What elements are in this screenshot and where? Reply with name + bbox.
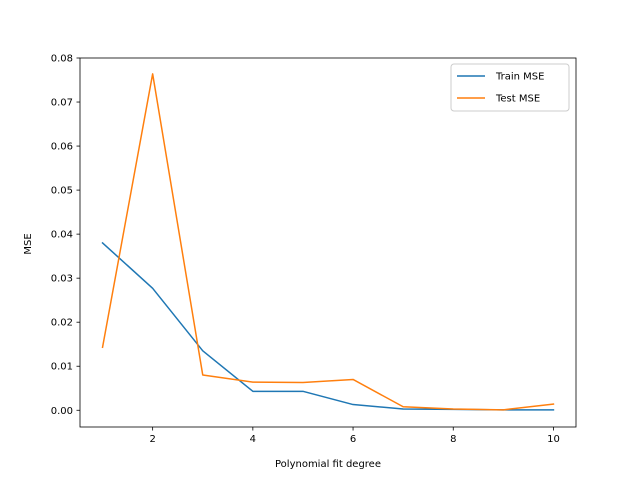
legend: Train MSE Test MSE	[450, 63, 570, 112]
series-layer	[101, 73, 555, 411]
y-tick-label: 0.08	[51, 54, 73, 65]
x-tick-label: 8	[450, 434, 456, 445]
x-tick-label: 2	[149, 434, 155, 445]
x-tick-label: 4	[250, 434, 256, 445]
series-line-1	[101, 241, 555, 411]
y-axis: 0.00 0.01 0.02 0.03 0.04 0.05 0.06 0.07 0.08	[51, 54, 80, 417]
legend-label-1: Train MSE	[495, 72, 544, 83]
y-axis-label: MSE	[23, 233, 34, 254]
plot-area	[79, 57, 577, 428]
y-tick-label: 0.07	[51, 98, 73, 109]
y-tick-label: 0.02	[51, 318, 73, 329]
y-tick-label: 0.03	[51, 274, 73, 285]
x-axis-label: Polynomial fit degree	[275, 459, 381, 470]
x-tick-label: 10	[547, 434, 560, 445]
y-tick-label: 0.06	[51, 142, 73, 153]
y-tick-label: 0.01	[51, 362, 73, 373]
x-axis: 2 4 6 8 10	[149, 427, 560, 445]
y-tick-label: 0.04	[51, 230, 73, 241]
y-tick-label: 0.05	[51, 186, 73, 197]
plot-frame	[79, 57, 577, 428]
legend-label-2: Test MSE	[495, 94, 540, 105]
x-tick-label: 6	[350, 434, 356, 445]
series-line-2	[101, 73, 555, 411]
y-tick-label: 0.00	[51, 406, 73, 417]
